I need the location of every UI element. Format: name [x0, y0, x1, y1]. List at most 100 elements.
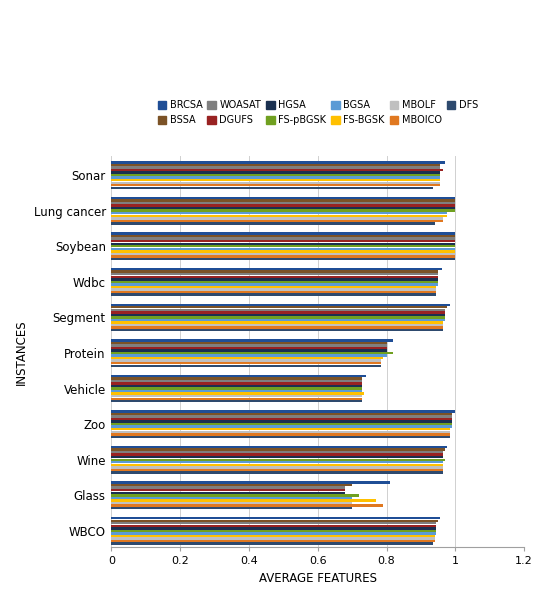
Bar — [111, 304, 450, 306]
Bar — [111, 540, 435, 542]
Bar — [111, 382, 362, 385]
Bar — [111, 418, 452, 420]
Bar — [111, 326, 443, 329]
Bar — [111, 283, 438, 286]
Bar — [111, 431, 450, 433]
Bar — [111, 207, 455, 209]
Bar — [111, 398, 362, 400]
Bar — [111, 491, 345, 494]
Bar — [111, 423, 452, 425]
Bar — [111, 436, 450, 438]
Bar — [111, 484, 352, 487]
Bar — [111, 329, 443, 331]
Bar — [111, 174, 440, 176]
Bar — [111, 235, 455, 238]
Bar — [111, 502, 352, 504]
Bar — [111, 240, 455, 242]
Bar — [111, 456, 443, 458]
Bar — [111, 352, 393, 354]
Bar — [111, 172, 440, 174]
Bar — [111, 448, 445, 451]
Bar — [111, 161, 445, 164]
Bar — [111, 182, 440, 184]
Legend: BRCSA, BSSA, WOASAT, DGUFS, HGSA, FS-pBGSK, BGSA, FS-BGSK, MBOLF, MBOICO, DFS: BRCSA, BSSA, WOASAT, DGUFS, HGSA, FS-pBG… — [156, 98, 480, 127]
Bar — [111, 245, 455, 247]
Bar — [111, 487, 345, 489]
Bar — [111, 179, 440, 181]
Bar — [111, 504, 383, 506]
Bar — [111, 311, 445, 314]
Bar — [111, 374, 366, 377]
Bar — [111, 242, 455, 245]
Bar — [111, 273, 438, 275]
Bar — [111, 520, 438, 522]
Bar — [111, 293, 436, 296]
Bar — [111, 451, 443, 454]
Bar — [111, 466, 443, 469]
Bar — [111, 365, 381, 367]
Bar — [111, 524, 436, 527]
Bar — [111, 410, 455, 413]
Bar — [111, 169, 443, 171]
Bar — [111, 314, 445, 316]
Bar — [111, 388, 362, 390]
Bar — [111, 197, 455, 199]
Bar — [111, 469, 443, 471]
Bar — [111, 530, 436, 532]
Bar — [111, 517, 440, 520]
Bar — [111, 258, 455, 260]
Bar — [111, 542, 433, 545]
Bar — [111, 489, 345, 491]
Bar — [111, 425, 452, 428]
Bar — [111, 400, 362, 403]
Bar — [111, 222, 435, 224]
Bar — [111, 281, 438, 283]
Bar — [111, 319, 445, 321]
Bar — [111, 507, 352, 509]
Bar — [111, 250, 455, 253]
Bar — [111, 471, 443, 473]
Bar — [111, 481, 390, 484]
Bar — [111, 253, 455, 255]
Bar — [111, 339, 393, 341]
Bar — [111, 232, 455, 235]
Bar — [111, 268, 442, 271]
X-axis label: AVERAGE FEATURES: AVERAGE FEATURES — [259, 572, 376, 585]
Bar — [111, 413, 452, 415]
Bar — [111, 421, 452, 423]
Bar — [111, 212, 447, 214]
Bar — [111, 454, 443, 456]
Bar — [111, 349, 386, 352]
Bar — [111, 464, 443, 466]
Bar — [111, 209, 455, 212]
Bar — [111, 187, 433, 189]
Bar — [111, 527, 436, 530]
Bar — [111, 461, 443, 463]
Bar — [111, 324, 443, 326]
Bar — [111, 306, 447, 308]
Bar — [111, 199, 455, 202]
Bar — [111, 380, 362, 382]
Bar — [111, 184, 440, 187]
Bar — [111, 522, 436, 524]
Bar — [111, 433, 450, 436]
Bar — [111, 205, 455, 207]
Bar — [111, 428, 450, 430]
Bar — [111, 164, 440, 166]
Bar — [111, 286, 436, 288]
Bar — [111, 415, 452, 418]
Bar — [111, 248, 455, 250]
Bar — [111, 275, 438, 278]
Bar — [111, 166, 440, 169]
Bar — [111, 494, 359, 497]
Bar — [111, 322, 443, 324]
Bar — [111, 176, 440, 179]
Bar — [111, 288, 436, 290]
Bar — [111, 278, 438, 281]
Bar — [111, 355, 386, 357]
Bar — [111, 362, 381, 364]
Bar — [111, 446, 447, 448]
Bar — [111, 532, 436, 535]
Bar — [111, 308, 445, 311]
Bar — [111, 497, 352, 499]
